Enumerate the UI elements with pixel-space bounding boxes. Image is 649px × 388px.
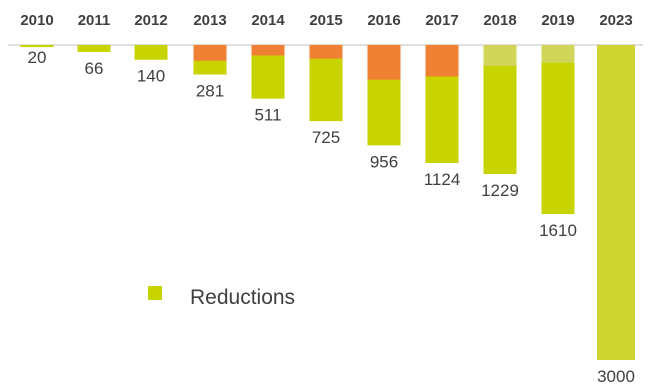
overlay-segment-2018 <box>483 45 517 66</box>
bar-2012 <box>134 45 168 60</box>
overlay-segment-2013 <box>193 45 227 61</box>
year-label-2023: 2023 <box>599 12 632 29</box>
value-label-2011: 66 <box>85 59 104 78</box>
bar-2011 <box>77 45 111 52</box>
year-labels: 2010 2011 2012 2013 2014 2015 2016 2017 2018 2019… <box>20 12 632 29</box>
overlay-segment-2015 <box>309 45 343 59</box>
value-label-2018: 1229 <box>481 181 519 200</box>
year-label-2010: 2010 <box>20 12 53 29</box>
value-label-2016: 956 <box>370 152 398 171</box>
value-label-2017: 1124 <box>424 170 461 189</box>
year-label-2016: 2016 <box>367 12 400 29</box>
bar-2023 <box>597 45 635 360</box>
value-label-2014: 511 <box>254 106 281 125</box>
bar-2010 <box>20 45 54 48</box>
year-label-2018: 2018 <box>483 12 516 29</box>
value-label-2013: 281 <box>196 82 224 101</box>
bar-2019 <box>541 45 575 215</box>
year-label-2011: 2011 <box>78 12 111 29</box>
overlay-segment-2017 <box>425 45 459 77</box>
year-label-2017: 2017 <box>425 12 458 29</box>
year-label-2014: 2014 <box>251 12 285 29</box>
value-label-2010: 20 <box>28 48 47 67</box>
value-label-2015: 725 <box>312 128 340 147</box>
bar-2018 <box>483 45 517 175</box>
value-label-2023: 3000 <box>597 367 635 386</box>
year-label-2012: 2012 <box>134 12 167 29</box>
overlay-segment-2014 <box>251 45 285 56</box>
overlay-segment-2016 <box>367 45 401 80</box>
overlay-segment-2019 <box>541 45 575 63</box>
year-label-2019: 2019 <box>541 12 574 29</box>
legend: Reductions <box>148 286 295 309</box>
legend-swatch-reductions <box>148 286 162 300</box>
legend-label-reductions: Reductions <box>190 286 295 309</box>
year-label-2013: 2013 <box>193 12 226 29</box>
value-label-2012: 140 <box>137 67 165 86</box>
year-label-2015: 2015 <box>309 12 342 29</box>
bar-layer <box>20 45 635 360</box>
value-labels: 20 66 140 281 511 725 956 1124 1229 1610 3000 <box>28 48 635 386</box>
value-label-2019: 1610 <box>539 221 577 240</box>
